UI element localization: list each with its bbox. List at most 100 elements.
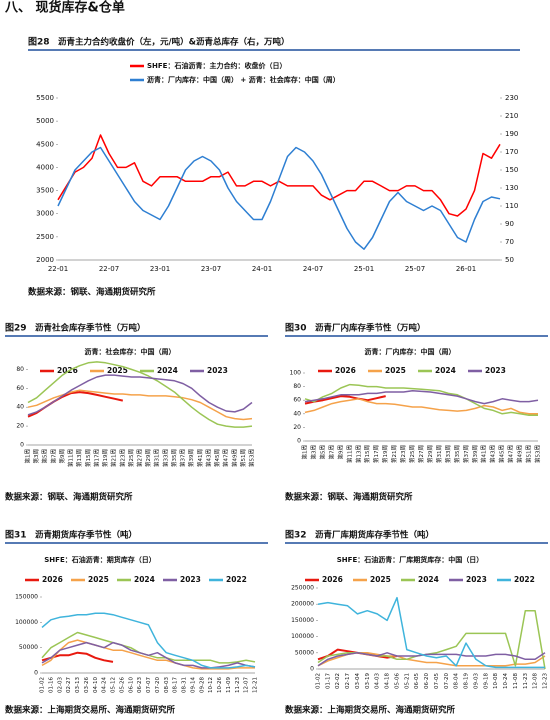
x-tick-label: 05-12: [111, 677, 117, 693]
x-tick-label: 11-08: [513, 673, 519, 689]
y-tick-label: 20: [16, 423, 24, 430]
x-tick-label: 08-17: [173, 677, 179, 693]
y2-tick-label: 190: [505, 130, 518, 138]
legend-label: SHFE：石油沥青：主力合约：收盘价（日）: [147, 61, 286, 70]
legend-title: SHFE：石油沥青：厂库期货库存：中国（日）: [337, 555, 483, 564]
x-tick-label: 第43周: [489, 445, 497, 463]
x-tick-label: 第13周: [75, 449, 83, 467]
y-tick-label: 150000: [15, 594, 38, 601]
y-tick-label: 50000: [19, 644, 38, 651]
source-note: 数据来源：上海期货交易所、海通期货研究所: [5, 705, 176, 716]
y-tick-label: 250000: [291, 585, 314, 592]
x-tick-label: 第5周: [318, 445, 326, 460]
x-tick-label: 24-01: [252, 265, 272, 273]
y2-tick-label: 230: [505, 94, 518, 102]
x-tick-label: 第35周: [170, 449, 178, 467]
x-tick-label: 第29周: [144, 449, 152, 467]
x-tick-label: 第11周: [345, 445, 353, 463]
series-line: [41, 639, 255, 670]
series-line: [57, 146, 501, 250]
x-tick-label: 25-01: [354, 265, 374, 273]
x-tick-label: 第47周: [222, 449, 230, 467]
x-tick-label: 第1周: [301, 445, 309, 460]
x-tick-label: 第45周: [498, 445, 506, 463]
figure-number: 图28: [28, 37, 50, 48]
x-tick-label: 03-26: [84, 677, 90, 693]
legend-label: 2022: [226, 575, 247, 584]
series-line: [27, 389, 253, 421]
x-tick-label: 第15周: [363, 445, 371, 463]
x-tick-label: 第39周: [471, 445, 479, 463]
y-tick-label: 0: [297, 438, 301, 445]
x-tick-label: 第23周: [118, 449, 126, 467]
source-note: 数据来源：钢联、海通期货研究所: [28, 287, 156, 298]
legend-title: 沥青：社会库存：中国（周）: [85, 347, 176, 356]
x-tick-label: 03-13: [75, 677, 81, 693]
legend-label: 2023: [207, 366, 228, 375]
x-tick-label: 02-02: [335, 673, 341, 689]
figure-number: 图32: [285, 530, 307, 541]
source-note: 数据来源：上海期货交易所、海通期货研究所: [285, 705, 456, 716]
y-tick-label: 80: [293, 383, 301, 390]
x-tick-label: 第37周: [179, 449, 187, 467]
legend-title: SHFE：石油沥青：期货库存（日）: [44, 555, 155, 564]
x-tick-label: 第25周: [408, 445, 416, 463]
x-tick-label: 01-02: [316, 673, 322, 689]
x-tick-label: 12-07: [244, 677, 250, 693]
legend-label: 2024: [134, 575, 155, 584]
figure-title: 沥青主力合约收盘价（左，元/吨）&沥青总库存（右，万吨）: [58, 37, 290, 48]
x-tick-label: 第45周: [213, 449, 221, 467]
series-line: [317, 596, 545, 669]
y-tick-label: 20: [293, 424, 301, 431]
x-tick-label: 03-04: [355, 673, 361, 689]
x-tick-label: 24-07: [303, 265, 323, 273]
legend-label: 2026: [322, 575, 343, 584]
legend-label: 2026: [335, 366, 356, 375]
x-tick-label: 03-19: [365, 673, 371, 689]
y2-tick-label: 110: [505, 202, 518, 210]
x-tick-label: 02-17: [345, 673, 351, 689]
series-line: [317, 648, 398, 661]
x-tick-label: 第7周: [49, 449, 57, 464]
x-tick-label: 25-07: [405, 265, 425, 273]
y2-tick-label: 50: [505, 256, 514, 264]
y-tick-label: 100000: [15, 619, 38, 626]
legend-label: 2025: [88, 575, 109, 584]
y-tick-label: 2000: [36, 256, 54, 264]
x-tick-label: 第13周: [354, 445, 362, 463]
x-tick-label: 06-10: [128, 677, 134, 693]
legend-label: 2025: [385, 366, 406, 375]
x-tick-label: 10-24: [503, 673, 509, 689]
legend-label: 2023: [485, 366, 506, 375]
y-tick-label: 5000: [36, 117, 54, 125]
x-tick-label: 06-05: [414, 673, 420, 689]
source-note: 数据来源：钢联、海通期货研究所: [5, 492, 133, 503]
series-line: [304, 398, 538, 415]
x-tick-label: 第23周: [399, 445, 407, 463]
y-tick-label: 3000: [36, 210, 54, 218]
x-tick-label: 09-28: [199, 677, 205, 693]
x-tick-label: 第3周: [309, 445, 317, 460]
x-tick-label: 第51周: [525, 445, 533, 463]
y2-tick-label: 70: [505, 238, 514, 246]
series-line: [304, 395, 386, 405]
series-line: [304, 389, 539, 405]
x-tick-label: 第37周: [462, 445, 470, 463]
x-tick-label: 23-07: [201, 265, 221, 273]
y2-tick-label: 170: [505, 148, 518, 156]
legend-label: 沥青：厂内库存：中国（周） + 沥青：社会库存：中国（周）: [147, 75, 340, 84]
x-tick-label: 02-03: [57, 677, 63, 693]
y-tick-label: 40: [293, 410, 301, 417]
x-tick-label: 12-08: [533, 673, 539, 689]
x-tick-label: 02-27: [66, 677, 72, 693]
x-tick-label: 第43周: [204, 449, 212, 467]
legend-label: 2024: [435, 366, 456, 375]
x-tick-label: 第35周: [453, 445, 461, 463]
x-tick-label: 01-17: [325, 673, 331, 689]
x-tick-label: 09-03: [473, 673, 479, 689]
x-tick-label: 第7周: [327, 445, 335, 460]
x-tick-label: 第9周: [58, 449, 66, 464]
x-tick-label: 01-02: [40, 677, 46, 693]
series-line: [304, 383, 538, 416]
